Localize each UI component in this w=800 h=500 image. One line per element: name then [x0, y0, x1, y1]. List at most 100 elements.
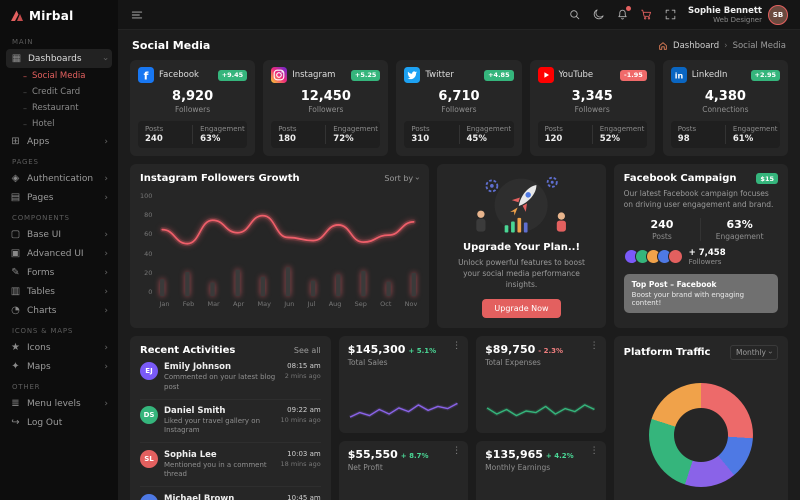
sidebar-item-advanced-ui[interactable]: ▣ Advanced UI ›: [0, 244, 118, 263]
bell-icon[interactable]: [616, 6, 632, 21]
avatar: [667, 249, 683, 265]
sidebar-item-log-out[interactable]: ↪ Log Out: [0, 413, 118, 432]
engagement-value: 63%: [200, 134, 221, 144]
sidebar-item-menu-levels[interactable]: ≣ Menu levels ›: [0, 394, 118, 413]
breadcrumb-dashboard[interactable]: Dashboard: [673, 40, 720, 51]
avatar: DS: [140, 406, 158, 424]
top-post-text: Boost your brand with engaging content!: [631, 290, 745, 307]
sidebar-item-charts[interactable]: ◔ Charts ›: [0, 301, 118, 320]
sort-by-label: Sort by: [384, 174, 414, 183]
topbar: Sophie Bennett Web Designer SB: [118, 0, 800, 30]
chevron-down-icon: ›: [766, 350, 775, 354]
followers-y-axis: 100 80 60 40 20 0: [140, 192, 157, 296]
sidebar-item-base-ui[interactable]: ▢ Base UI ›: [0, 225, 118, 244]
activity-text: Mentioned you in a comment thread: [164, 460, 267, 479]
kebab-menu-icon[interactable]: ⋮: [589, 340, 599, 351]
see-all-link[interactable]: See all: [293, 345, 321, 355]
platform-name: Facebook: [159, 70, 199, 80]
sidebar-item-pages[interactable]: ▤ Pages ›: [0, 188, 118, 207]
top-post-title: Top Post – Facebook: [631, 279, 717, 289]
platform-traffic-card: Platform Traffic Monthly › You TubeFaceb…: [613, 335, 788, 500]
x-tick-label: Jan: [159, 300, 170, 308]
total-expenses-card: ⋮ $89,750- 2.3% Total Expenses: [476, 335, 606, 434]
platform-stats-row: f Facebook +9.45 8,920 Followers Posts 24…: [130, 60, 788, 156]
x-tick-label: Apr: [232, 300, 245, 308]
sidebar-item-restaurant[interactable]: Restaurant: [0, 100, 118, 116]
sidebar-item-label: Authentication: [27, 173, 94, 184]
activity-item[interactable]: MB Michael Brown Shared your design mock…: [140, 487, 321, 500]
avatar[interactable]: SB: [768, 4, 788, 25]
chevron-right-icon: ›: [104, 229, 108, 240]
sidebar-item-credit-card[interactable]: Credit Card: [0, 84, 118, 100]
home-icon[interactable]: [658, 41, 668, 51]
cart-icon[interactable]: [640, 8, 653, 21]
sidebar: Mirbal MAIN ▦ Dashboards › Social Media …: [0, 0, 118, 500]
brand-logo-icon: [11, 10, 23, 21]
sidebar-item-dashboards[interactable]: ▦ Dashboards ›: [6, 49, 112, 68]
sidebar-item-social-media[interactable]: Social Media: [0, 68, 118, 84]
sidebar-item-label: Icons: [27, 342, 51, 353]
sidebar-item-authentication[interactable]: ◈ Authentication ›: [0, 169, 118, 188]
chevron-right-icon: ›: [104, 361, 108, 372]
upgrade-illustration: [476, 176, 567, 233]
sidebar-item-icons[interactable]: ★ Icons ›: [0, 338, 118, 357]
user-profile[interactable]: Sophie Bennett Web Designer SB: [688, 4, 788, 25]
map-pin-icon: ✦: [11, 361, 20, 372]
top-post-banner[interactable]: Top Post – Facebook Boost your brand wit…: [623, 273, 778, 313]
pie-chart-icon: ◔: [11, 305, 20, 316]
activity-item[interactable]: EJ Emily Johnson Commented on your lates…: [140, 356, 321, 400]
sidebar-item-tables[interactable]: ▥ Tables ›: [0, 282, 118, 301]
growth-badge: +2.95: [750, 69, 780, 81]
apps-icon: ⊞: [11, 136, 20, 147]
avatar: MB: [140, 493, 158, 500]
y-tick-label: 80: [144, 211, 153, 220]
notification-dot: [626, 6, 632, 11]
facebook-icon: f: [138, 67, 154, 83]
lock-icon: ◈: [11, 173, 20, 184]
x-tick-label: Mar: [207, 300, 220, 308]
x-tick-label: Jun: [284, 300, 295, 308]
theme-moon-icon[interactable]: [592, 8, 605, 21]
stat-card-linkedin: in LinkedIn +2.95 4,380 Connections Post…: [662, 60, 788, 156]
stat-card-youtube: YouTube -1.95 3,345 Followers Posts 120 E…: [529, 60, 655, 156]
followers-x-axis: Jan Feb Mar Apr May Jun Jul Aug Sep Oct Nov: [157, 300, 419, 308]
brand[interactable]: Mirbal: [0, 9, 118, 31]
sidebar-item-maps[interactable]: ✦ Maps ›: [0, 357, 118, 376]
youtube-icon: [537, 67, 554, 83]
campaign-engagement-value: 63%: [726, 217, 753, 231]
dashboard-icon: ▦: [11, 53, 22, 64]
platform-name: Instagram: [292, 70, 336, 80]
sort-by-dropdown[interactable]: Sort by ›: [384, 174, 422, 183]
activity-user: Daniel Smith: [164, 406, 226, 416]
followers-plus-label: Followers: [688, 257, 722, 266]
net-profit-card: ⋮ $55,550 + 8.7% Net Profit: [338, 441, 469, 500]
kebab-menu-icon[interactable]: ⋮: [452, 446, 462, 457]
card-title: Instagram Followers Growth: [140, 173, 300, 184]
search-icon[interactable]: [568, 8, 581, 21]
page-title: Social Media: [132, 39, 211, 52]
kebab-menu-icon[interactable]: ⋮: [589, 446, 599, 457]
kebab-menu-icon[interactable]: ⋮: [452, 340, 462, 351]
sidebar-item-apps[interactable]: ⊞ Apps ›: [0, 132, 118, 151]
upgrade-now-button[interactable]: Upgrade Now: [482, 298, 561, 318]
campaign-description: Our latest Facebook campaign focuses on …: [623, 189, 774, 209]
engagement-value: 61%: [732, 134, 754, 144]
campaign-badge: $15: [756, 173, 778, 184]
box-icon: ▢: [10, 229, 21, 240]
followers-count: 8,920: [172, 89, 214, 104]
upgrade-plan-card: Upgrade Your Plan..! Unlock powerful fea…: [437, 164, 606, 328]
hamburger-menu-icon[interactable]: [130, 8, 144, 22]
posts-label: Posts: [677, 125, 697, 133]
sidebar-item-forms[interactable]: ✎ Forms ›: [0, 263, 118, 282]
fullscreen-icon[interactable]: [664, 8, 677, 21]
instagram-icon: [271, 67, 288, 83]
sidebar-item-hotel[interactable]: Hotel: [0, 116, 118, 132]
activity-item[interactable]: DS Daniel Smith Liked your travel galler…: [140, 400, 321, 444]
sidebar-item-label: Advanced UI: [27, 248, 84, 259]
activity-item[interactable]: SL Sophia Lee Mentioned you in a comment…: [140, 443, 321, 488]
sidebar-item-label: Pages: [27, 192, 54, 203]
activity-user: Michael Brown: [164, 493, 235, 500]
activity-user: Emily Johnson: [164, 362, 232, 373]
period-dropdown[interactable]: Monthly ›: [729, 344, 778, 360]
followers-label: Followers: [175, 105, 211, 114]
